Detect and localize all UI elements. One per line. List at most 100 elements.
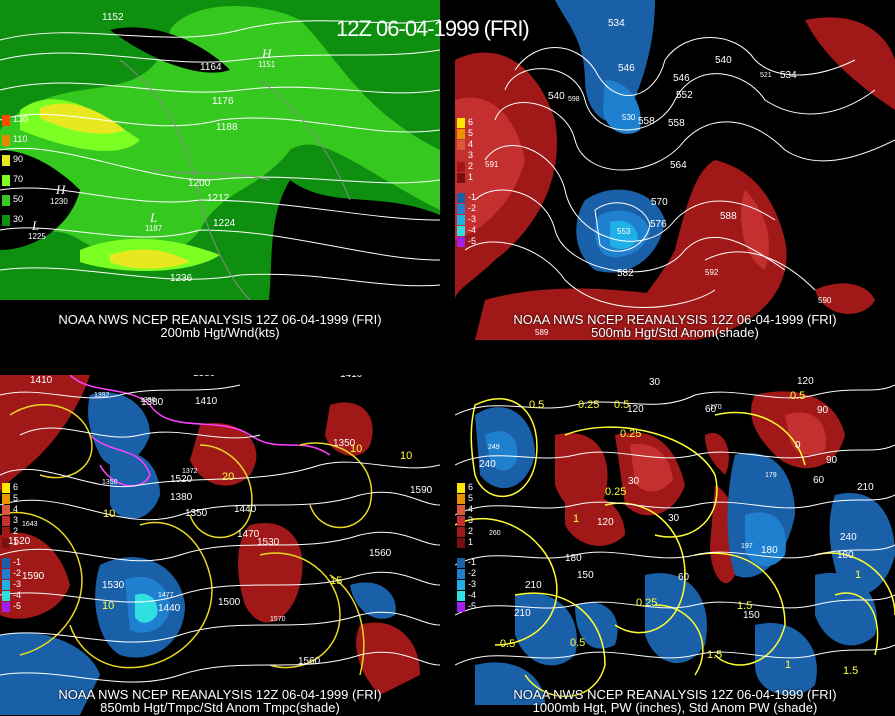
contour-label: 1152 [102,12,124,23]
contour-label: 1410 [116,375,138,377]
pressure-value: 590 [818,296,832,305]
legend-swatch: 90 [2,154,23,166]
legend-swatch: -4 [457,225,476,236]
contour-label: 1440 [158,603,181,614]
pw-label: 0.5 [614,399,630,411]
contour-label: 150 [743,610,760,621]
contour-label: 240 [840,532,857,543]
pw-label: 0.25 [636,597,658,609]
temperature-label: 10 [400,450,413,462]
pressure-value: 260 [489,530,501,537]
legend-swatch: 70 [2,174,23,186]
legend-swatch: 3 [457,150,473,161]
contour-label: 1380 [170,492,193,503]
pressure-value: 1230 [50,197,68,206]
pw-label: 0.5 [570,637,586,649]
legend-swatch: 3 [2,515,18,526]
contour-label: 30 [628,476,640,487]
pressure-value: 521 [760,72,772,79]
legend-swatch: 2 [2,526,18,537]
contour-label: 210 [525,580,542,591]
legend-swatch: 5 [457,128,473,139]
low-pressure-marker: L [150,210,158,225]
pw-label: 0.5 [790,390,806,402]
pressure-value: 591 [485,160,499,169]
panel-title-line1: NOAA NWS NCEP REANALYSIS 12Z 06-04-1999 … [58,687,382,702]
pw-label: 1 [855,569,862,581]
pressure-value: 589 [535,328,549,337]
pressure-value: 197 [741,543,753,550]
contour-label: 150 [577,570,594,581]
contour-label: 582 [617,268,634,279]
panel-title-line2: 500mb Hgt/Std Anom(shade) [591,325,759,340]
contour-label: 1500 [218,597,241,608]
pressure-value: 1187 [145,224,163,233]
legend-swatch: -2 [2,568,21,579]
legend-swatch: 50 [2,194,23,206]
pw-label: 1.5 [707,649,723,661]
panel-title-line1: NOAA NWS NCEP REANALYSIS 12Z 06-04-1999 … [58,312,382,327]
pressure-value: 1570 [270,616,286,623]
map-200mb [0,0,440,340]
legend-swatch: -3 [457,579,476,590]
pressure-value: 1151 [258,60,276,69]
legend-swatch: -1 [457,557,476,568]
contour-label: 30 [649,377,661,388]
contour-label: 210 [857,482,874,493]
pressure-value: 249 [488,444,500,451]
contour-label: 534 [780,70,797,81]
panel-850mb: 6 5 4 3 2 1 -1 -2 -3 -4 -5 1410 1410 138… [0,375,440,715]
contour-label: 120 [627,404,644,415]
pressure-value: 598 [568,96,580,103]
contour-label: 240 [479,459,496,470]
legend-swatch: -2 [457,203,476,214]
pw-label: 0.5 [529,399,545,411]
contour-label: 210 [514,608,531,619]
contour-label: 540 [715,55,732,66]
legend-swatch: 4 [2,504,18,515]
legend-swatch: 6 [457,117,473,128]
panel-500mb: 6 5 4 3 2 1 -1 -2 -3 -4 -5 534 540 546 5… [455,0,895,340]
legend-swatch: -1 [2,557,21,568]
contour-label: 1380 [193,375,215,379]
legend-swatch: -2 [457,568,476,579]
contour-label: 1350 [185,508,208,519]
contour-label: 576 [650,219,667,230]
legend-swatch: 130 [2,114,28,126]
contour-label: 1350 [333,438,356,449]
legend-swatch: 2 [457,161,473,172]
map-1000mb-pw [455,375,895,715]
panel-title-line2: 1000mb Hgt, PW (inches), Std Anom PW (sh… [532,700,818,715]
datetime-header: 12Z 06-04-1999 (FRI) [336,16,530,41]
contour-label: 90 [826,455,838,466]
contour-label: 546 [673,73,690,84]
legend-swatch: 5 [457,493,473,504]
map-850mb [0,375,440,715]
contour-label: 1560 [298,656,321,667]
contour-label: 1470 [237,529,260,540]
contour-label: 1224 [213,218,236,229]
pressure-value: 170 [710,404,722,411]
legend-swatch: 4 [457,139,473,150]
legend-swatch: -1 [457,192,476,203]
panel-1000mb-pw: 6 5 4 3 2 1 -1 -2 -3 -4 -5 90 120 30 60 … [455,375,895,715]
legend-swatch: 1 [457,537,473,548]
pressure-value: 1380 [140,397,156,404]
contour-label: 180 [837,550,854,561]
legend-swatch: 6 [457,482,473,493]
contour-label: 120 [597,517,614,528]
contour-label: 1188 [216,122,238,133]
legend-swatch: -5 [2,601,21,612]
contour-label: 30 [668,513,680,524]
contour-label: 90 [817,405,829,416]
contour-label: 1410 [340,375,362,380]
contour-label: 1410 [195,396,218,407]
contour-label: 90 [740,375,751,378]
legend-anomaly: 6 5 4 3 2 1 -1 -2 -3 -4 -5 [457,482,476,612]
contour-label: 570 [651,197,668,208]
pressure-value: 1477 [158,592,174,599]
legend-swatch: 4 [457,504,473,515]
contour-label: 558 [638,116,655,127]
contour-label: 1410 [30,375,53,386]
legend-anomaly: 6 5 4 3 2 1 -1 -2 -3 -4 -5 [2,482,21,612]
